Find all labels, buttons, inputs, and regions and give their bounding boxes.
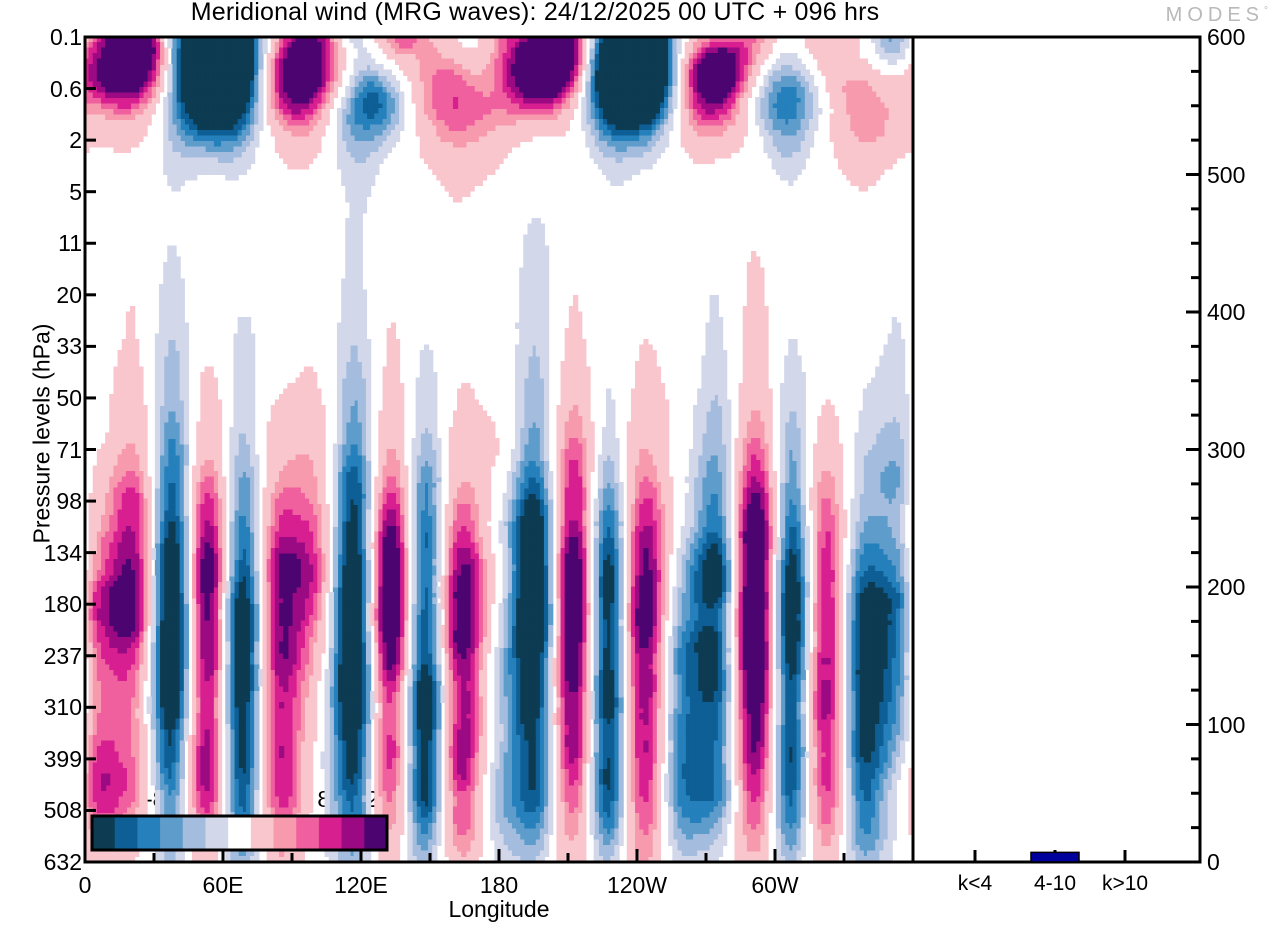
modes-logo: MODES° — [1166, 4, 1268, 27]
longitude-tick-0: 0 — [78, 872, 92, 898]
pressure-tick-508: 508 — [43, 797, 82, 824]
colorbar-swatch-2 — [137, 816, 161, 850]
energy-tick-300: 300 — [1207, 436, 1246, 463]
colorbar-swatch-10 — [318, 816, 343, 850]
colorbar-swatch-3 — [160, 816, 184, 850]
pressure-tick-0.6: 0.6 — [50, 75, 82, 102]
colorbar-swatch-0 — [92, 816, 116, 850]
colorbar-swatch-11 — [341, 816, 365, 850]
colorbar-swatch-9 — [296, 816, 320, 850]
energy-tick-100: 100 — [1207, 711, 1246, 738]
colorbar-swatch-12 — [364, 816, 388, 850]
longitude-tick-120W: 120W — [606, 872, 668, 898]
colorbar[interactable] — [90, 814, 389, 852]
axes-frames — [83, 35, 1202, 864]
wavenumber-tick-0: k<4 — [957, 872, 993, 895]
colorbar-swatch-6 — [228, 816, 252, 850]
energy-bar-4-10 — [1030, 851, 1080, 863]
longitude-tick-60E: 60E — [202, 872, 244, 898]
colorbar-swatch-5 — [205, 816, 229, 850]
pressure-tick-98: 98 — [56, 488, 82, 515]
energy-tick-600: 600 — [1207, 24, 1246, 50]
page-title: Meridional wind (MRG waves): 24/12/2025 … — [190, 0, 880, 26]
energy-tick-500: 500 — [1207, 161, 1246, 188]
wavenumber-tick-1: 4-10 — [1033, 872, 1077, 895]
longitude-tick-60W: 60W — [751, 872, 799, 898]
pressure-tick-50: 50 — [56, 384, 82, 411]
energy-bars[interactable] — [1030, 851, 1080, 863]
pressure-tick-0.1: 0.1 — [50, 24, 82, 50]
pressure-tick-5: 5 — [69, 178, 82, 205]
colorbar-swatch-1 — [114, 816, 138, 850]
pressure-tick-11: 11 — [58, 230, 82, 257]
longitude-tick-180: 180 — [479, 872, 519, 898]
colorbar-swatch-7 — [250, 816, 275, 850]
contour-field — [85, 37, 913, 862]
pressure-tick-134: 134 — [43, 539, 82, 566]
energy-tick-400: 400 — [1207, 299, 1246, 325]
colorbar-swatch-4 — [182, 816, 206, 850]
longitude-tick-120E: 120E — [334, 872, 388, 898]
pressure-tick-399: 399 — [43, 745, 82, 772]
pressure-tick-310: 310 — [43, 694, 82, 721]
energy-tick-0: 0 — [1207, 849, 1220, 875]
colorbar-swatch-8 — [273, 816, 297, 850]
bottom-axis-title: Longitude — [448, 896, 550, 922]
pressure-tick-237: 237 — [43, 642, 82, 669]
pressure-tick-2: 2 — [69, 127, 82, 154]
modes-logo-mark: ° — [1264, 5, 1268, 17]
pressure-tick-20: 20 — [56, 281, 82, 308]
pressure-tick-33: 33 — [56, 333, 82, 360]
pressure-tick-180: 180 — [43, 591, 82, 618]
pressure-tick-632: 632 — [43, 849, 82, 875]
energy-tick-200: 200 — [1207, 574, 1246, 600]
modes-logo-text: MODES — [1165, 4, 1264, 26]
wavenumber-tick-2: k>10 — [1101, 872, 1149, 895]
pressure-tick-71: 71 — [56, 436, 82, 463]
